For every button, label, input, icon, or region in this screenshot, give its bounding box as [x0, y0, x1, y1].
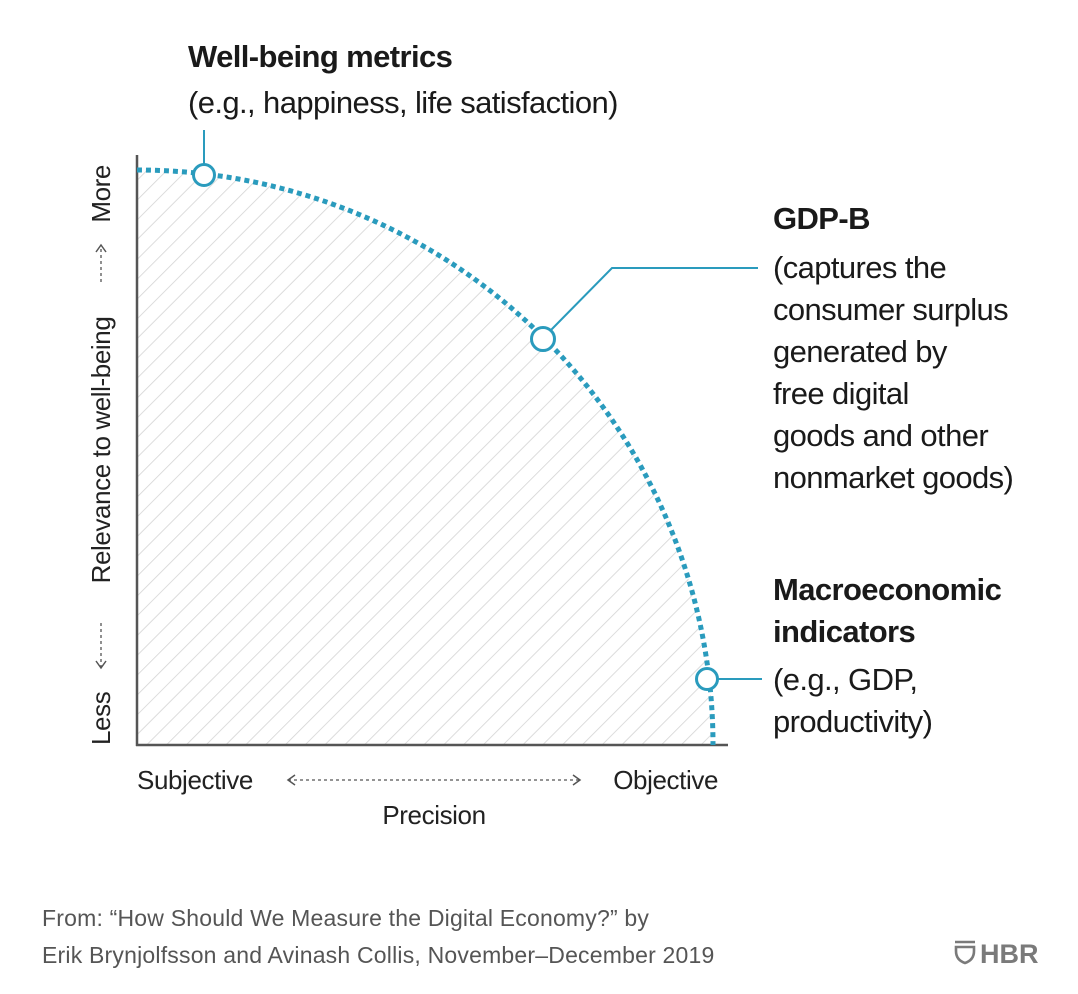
x-arrowhead-left-icon [286, 774, 296, 786]
macro-title: Macroeconomic [773, 572, 1002, 607]
macro-title: indicators [773, 614, 915, 649]
well-being-desc: (e.g., happiness, life satisfaction) [188, 85, 618, 120]
y-axis-high: More [86, 165, 116, 223]
source-line-2: Erik Brynjolfsson and Avinash Collis, No… [42, 942, 715, 968]
y-arrowhead-low-icon [95, 660, 107, 670]
macro-marker [695, 667, 719, 691]
x-axis-high: Objective [613, 765, 718, 795]
macro-line: productivity) [773, 704, 932, 739]
gdp-b-line: free digital [773, 376, 909, 411]
gdp-b-leader [550, 267, 758, 331]
gdp-b-line: goods and other [773, 418, 988, 453]
gdp-b-line: nonmarket goods) [773, 460, 1013, 495]
x-axis-low: Subjective [137, 765, 253, 795]
shield-icon [954, 940, 976, 965]
y-axis-title: Relevance to well-being [86, 317, 116, 584]
gdp-b-title: GDP-B [773, 201, 870, 236]
well-being-title: Well-being metrics [188, 39, 452, 74]
gdp-b-line: generated by [773, 334, 948, 369]
gdp-b-marker [530, 326, 556, 352]
y-axis-low: Less [86, 691, 116, 745]
hatched-area [137, 170, 713, 745]
y-arrowhead-high-icon [95, 243, 107, 253]
gdp-b-line: consumer surplus [773, 292, 1008, 327]
hbr-logo-text: HBR [980, 939, 1039, 969]
x-arrowhead-right-icon [572, 774, 582, 786]
hbr-logo: HBR [954, 939, 1039, 969]
source-line-1: From: “How Should We Measure the Digital… [42, 905, 649, 931]
macro-line: (e.g., GDP, [773, 662, 917, 697]
x-axis-title: Precision [382, 800, 485, 830]
gdp-b-line: (captures the [773, 250, 946, 285]
well-being-marker [192, 163, 216, 187]
